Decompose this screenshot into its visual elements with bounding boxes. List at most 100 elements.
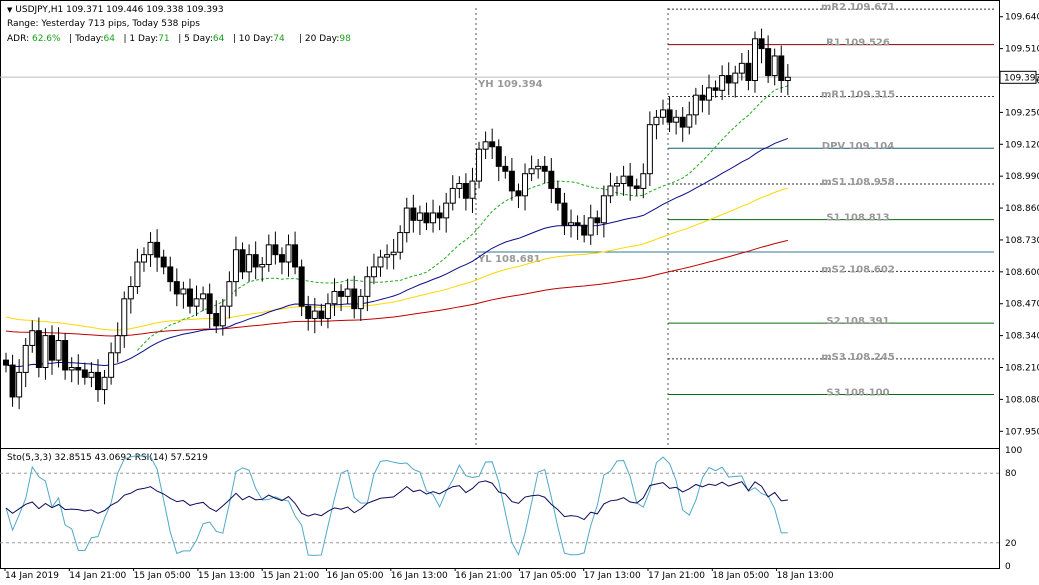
candle-down (173, 281, 180, 295)
candle-down (548, 170, 555, 189)
pivot-level-label: S2 108.391 (826, 316, 889, 327)
candle-down (298, 266, 305, 307)
candle-up (456, 183, 463, 189)
y-axis-tick-label: 108.730 (1005, 236, 1039, 246)
candle-up (443, 202, 450, 219)
pivot-level-label: DPV 109.104 (822, 141, 894, 152)
ma-green-line (137, 85, 788, 351)
candle-down (574, 222, 581, 226)
ma-red-line (5, 239, 788, 337)
symbol-line: USDJPY,H1 109.371 109.446 109.338 109.39… (15, 5, 224, 15)
candle-up (147, 241, 154, 256)
adr-10day-label: | 10 Day: (232, 34, 274, 44)
candle-up (114, 335, 121, 354)
candle-down (745, 62, 752, 81)
candle-down (712, 87, 719, 91)
candle-down (699, 94, 706, 101)
candle-up (397, 232, 404, 253)
candle-down (272, 244, 279, 256)
x-axis-tick-label: 18 Jan 13:00 (777, 571, 834, 581)
candle-down (252, 254, 259, 268)
candle-up (285, 244, 292, 263)
candle-up (482, 141, 489, 150)
ma-yellow-line (5, 187, 788, 331)
candle-down (292, 244, 299, 268)
candle-up (55, 340, 62, 361)
candle-down (561, 202, 568, 226)
candle-up (219, 305, 226, 327)
chart-header-symbol: ▼ USDJPY,H1 109.371 109.446 109.338 109.… (7, 5, 224, 15)
candle-down (318, 310, 325, 319)
pivot-level-label: R1 109.526 (826, 38, 890, 49)
oscillator-tick-label: 0 (1005, 562, 1011, 572)
candle-up (232, 249, 239, 283)
candle-up (587, 217, 594, 236)
candle-up (535, 165, 542, 170)
main-plot-frame (0, 0, 1000, 449)
adr-10day-value: 74 (273, 34, 285, 44)
x-axis-tick-label: 15 Jan 05:00 (134, 571, 191, 581)
y-axis-tick-label: 108.600 (1005, 268, 1039, 278)
adr-5day-value: 64 (212, 34, 225, 44)
x-axis-tick-label: 17 Jan 05:00 (519, 571, 576, 581)
candle-up (686, 114, 693, 128)
candle-up (660, 109, 666, 118)
candle-up (738, 62, 745, 74)
current-price-label: 109.393 (1004, 73, 1039, 83)
candle-up (42, 335, 49, 369)
candle-up (403, 207, 410, 234)
candle-up (705, 87, 712, 101)
candle-up (600, 195, 607, 224)
pivot-level-label: S1 108.813 (826, 213, 889, 224)
candle-down (765, 48, 772, 77)
x-axis-tick-label: 15 Jan 13:00 (198, 571, 255, 581)
adr-1day-value: 71 (158, 34, 170, 44)
y-axis-tick-label: 108.470 (1005, 300, 1039, 310)
candle-down (778, 55, 785, 81)
ma-blue-line (5, 137, 789, 368)
candle-down (495, 146, 502, 167)
oscillator-frame (0, 448, 1000, 569)
candle-up (528, 168, 535, 175)
candle-down (48, 335, 55, 361)
candle-down (423, 212, 430, 224)
pivot-level-label: mR1 109.315 (821, 89, 895, 100)
candle-down (35, 330, 42, 369)
current-price-box (999, 70, 1037, 84)
candle-up (377, 256, 384, 268)
candle-up (416, 212, 423, 221)
oscillator-tick-label: 100 (1005, 446, 1022, 456)
candle-up (646, 124, 653, 175)
candle-up (614, 183, 621, 187)
adr-line: ADR: 62.6% | Today:64 | 1 Day:71 | 5 Day… (7, 34, 351, 44)
candle-up (200, 293, 207, 300)
candle-up (653, 116, 660, 126)
candle-down (9, 364, 16, 398)
x-axis-tick-label: 17 Jan 13:00 (584, 571, 641, 581)
dropdown-triangle-icon[interactable]: ▼ (7, 6, 13, 14)
candle-down (213, 313, 220, 327)
x-axis-tick-label: 14 Jan 21:00 (69, 571, 126, 581)
candle-up (68, 367, 75, 371)
candle-down (160, 256, 167, 268)
candle-up (127, 286, 134, 300)
oscillator-tick-label: 20 (1005, 539, 1017, 549)
x-axis-tick-label: 17 Jan 21:00 (648, 571, 705, 581)
candle-up (568, 222, 575, 226)
candle-up (384, 254, 391, 258)
candle-down (3, 359, 9, 366)
candle-up (719, 75, 726, 91)
candle-up (108, 352, 115, 378)
candle-down (338, 290, 345, 297)
indicator-label: Sto(5,3,3) 32.8515 43.0692 RSI(14) 57.52… (7, 453, 208, 463)
candle-up (331, 290, 338, 305)
candle-down (462, 183, 469, 199)
x-axis-tick-label: 14 Jan 2019 (5, 571, 59, 581)
candle-up (390, 251, 397, 256)
candle-up (620, 175, 627, 185)
pivot-level-label: S3 108.100 (826, 387, 889, 398)
candle-up (121, 298, 128, 337)
adr-20day-label: | 20 Day: (299, 34, 340, 44)
y-axis-tick-label: 107.950 (1005, 427, 1039, 437)
